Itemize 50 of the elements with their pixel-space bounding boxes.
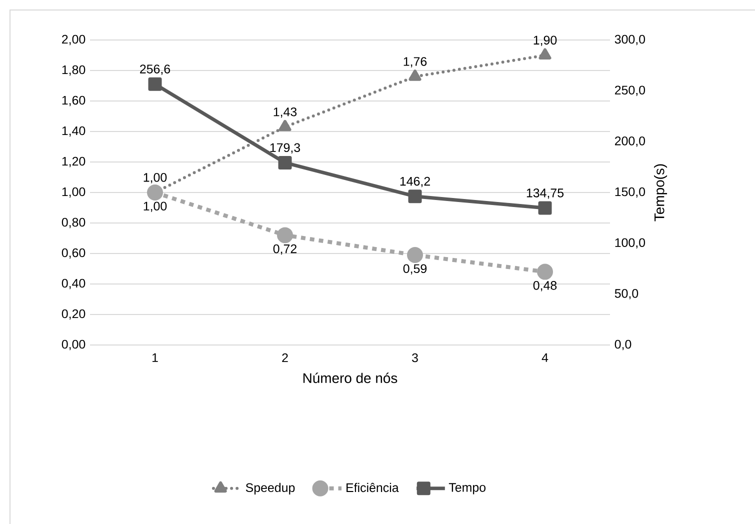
data-label: 0,48	[533, 281, 557, 292]
data-label: 1,76	[404, 57, 427, 68]
y-tick-label: 0,60	[62, 248, 86, 259]
y-tick-label: 1,80	[62, 65, 86, 76]
y-tick-label: 0,40	[62, 278, 86, 290]
y-tick-label: 1,60	[62, 96, 86, 106]
y-tick-label: 1,00	[62, 187, 86, 198]
point	[407, 247, 424, 264]
x-tick-label: 3	[412, 353, 418, 362]
legend-label: Tempo	[448, 483, 486, 494]
legend-label: Eficiência	[346, 482, 399, 492]
point	[408, 190, 422, 204]
point	[278, 120, 292, 132]
y-tick-label: 1,20	[62, 156, 86, 168]
point	[538, 48, 552, 60]
data-label: 1,90	[534, 36, 557, 46]
point	[277, 227, 293, 244]
x-axis-title: Número de nós	[303, 372, 398, 384]
y2-tick-label: 0,0	[614, 340, 632, 350]
x-tick-label: 4	[542, 353, 548, 362]
y2-tick-label: 100,0	[615, 238, 646, 248]
point	[537, 264, 554, 280]
data-label: 1,00	[144, 173, 167, 184]
point	[147, 184, 163, 200]
point	[148, 77, 162, 91]
y-tick-label: 1,40	[62, 126, 86, 137]
y2-tick-label: 300,0	[614, 34, 646, 46]
x-tick-label: 2	[282, 353, 288, 362]
data-label: 0,72	[273, 244, 296, 255]
point	[278, 156, 292, 170]
data-label: 256,6	[140, 64, 170, 75]
y-tick-label: 0,20	[62, 309, 86, 320]
y2-tick-label: 250,0	[614, 86, 646, 96]
data-label: 134,75	[526, 188, 564, 199]
legend-label: Speedup	[246, 482, 295, 495]
data-label: 179,3	[270, 143, 300, 154]
data-label: 146,2	[400, 176, 430, 188]
y2-tick-label: 150,0	[615, 187, 646, 198]
data-label: 1,43	[274, 107, 297, 118]
y2-tick-label: 200,0	[614, 136, 646, 147]
data-label: 1,00	[144, 202, 167, 212]
y-tick-label: 0,00	[62, 340, 86, 350]
data-label: 0,59	[403, 264, 427, 275]
y2-axis-title: Tempo(s)	[654, 164, 668, 222]
x-tick-label: 1	[152, 353, 158, 362]
y-tick-label: 0,80	[62, 218, 86, 228]
y-tick-label: 2,00	[62, 34, 86, 46]
point	[408, 70, 422, 81]
y2-tick-label: 50,0	[614, 289, 638, 300]
point	[538, 201, 552, 215]
